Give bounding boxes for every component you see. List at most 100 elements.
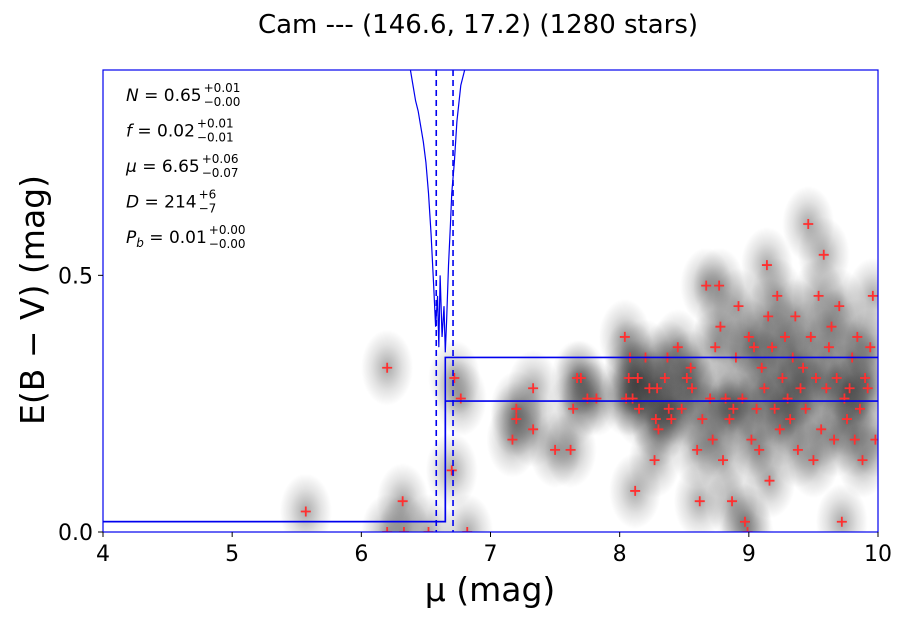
data-point bbox=[767, 342, 778, 353]
fit-parameter-lower: −0.01 bbox=[197, 131, 234, 145]
density-blob bbox=[279, 473, 332, 532]
data-point bbox=[852, 331, 863, 342]
data-point bbox=[777, 373, 788, 383]
x-tick-label: 9 bbox=[742, 542, 756, 567]
data-point bbox=[550, 444, 561, 455]
data-point bbox=[568, 403, 579, 414]
data-point bbox=[803, 219, 814, 229]
data-point bbox=[687, 383, 697, 394]
data-point bbox=[834, 301, 845, 312]
x-tick-label: 5 bbox=[225, 542, 239, 567]
data-point bbox=[423, 527, 434, 532]
data-point bbox=[808, 455, 819, 466]
data-point bbox=[749, 342, 759, 353]
data-point bbox=[816, 424, 827, 435]
data-point bbox=[790, 311, 801, 322]
data-point bbox=[836, 516, 847, 527]
data-point bbox=[862, 383, 873, 394]
data-point bbox=[397, 496, 408, 507]
data-point bbox=[653, 424, 664, 435]
data-point bbox=[507, 434, 518, 445]
fit-parameter: f = 0.02 bbox=[126, 122, 195, 142]
fit-parameter: Pb = 0.01 bbox=[126, 228, 207, 250]
data-point bbox=[685, 362, 696, 373]
data-point bbox=[763, 311, 774, 322]
data-point bbox=[701, 280, 712, 291]
data-point bbox=[715, 321, 726, 332]
fit-parameter: N = 0.65 bbox=[126, 86, 202, 106]
data-point bbox=[619, 331, 630, 342]
y-axis-ticks: 0.0 0.5 bbox=[58, 264, 103, 546]
data-point bbox=[663, 403, 674, 414]
data-point bbox=[805, 331, 816, 342]
data-point bbox=[652, 383, 663, 394]
data-point bbox=[710, 342, 721, 353]
data-point bbox=[743, 331, 754, 342]
y-tick-label: 0.0 bbox=[58, 521, 93, 546]
data-point bbox=[867, 290, 878, 301]
data-point bbox=[565, 444, 576, 455]
data-point bbox=[795, 383, 806, 394]
data-point bbox=[854, 403, 865, 414]
data-point bbox=[870, 434, 878, 445]
data-point bbox=[382, 362, 393, 373]
data-point bbox=[739, 516, 750, 527]
data-point bbox=[785, 414, 796, 425]
x-tick-label: 7 bbox=[484, 542, 498, 567]
fit-parameter: μ = 6.65 bbox=[125, 157, 200, 177]
data-point bbox=[511, 414, 522, 425]
data-point bbox=[818, 249, 829, 260]
data-point bbox=[398, 527, 409, 532]
data-point bbox=[446, 465, 457, 476]
data-point bbox=[728, 403, 739, 414]
data-point bbox=[649, 455, 660, 466]
data-point bbox=[761, 260, 772, 271]
fit-parameter-upper: +6 bbox=[199, 188, 217, 202]
model-lower-bound bbox=[103, 400, 878, 523]
data-point bbox=[300, 506, 311, 517]
data-point bbox=[746, 434, 757, 445]
data-point bbox=[511, 403, 522, 414]
data-point bbox=[733, 301, 744, 312]
probability-curve bbox=[409, 70, 466, 353]
data-point bbox=[754, 444, 765, 455]
fit-parameter-upper: +0.06 bbox=[202, 152, 239, 166]
data-point bbox=[672, 342, 683, 353]
data-point bbox=[632, 373, 643, 383]
density-blob bbox=[846, 257, 878, 334]
data-point bbox=[826, 321, 837, 332]
data-point bbox=[742, 527, 753, 532]
data-point bbox=[769, 403, 780, 414]
data-point bbox=[382, 527, 393, 532]
data-point bbox=[772, 290, 783, 301]
data-point bbox=[724, 414, 735, 425]
step-model bbox=[103, 70, 878, 532]
data-point bbox=[676, 403, 687, 414]
data-point bbox=[714, 280, 725, 291]
scatter-points bbox=[300, 219, 878, 532]
x-tick-label: 8 bbox=[613, 542, 627, 567]
chart-title: Cam --- (146.6, 17.2) (1280 stars) bbox=[258, 10, 698, 40]
fit-parameter: D = 214 bbox=[126, 193, 197, 213]
fit-parameter-lower: −0.07 bbox=[202, 166, 239, 180]
data-point bbox=[800, 403, 811, 414]
data-point bbox=[623, 373, 634, 383]
y-axis-label: E(B − V) (mag) bbox=[13, 175, 52, 425]
data-point bbox=[630, 485, 641, 496]
data-point bbox=[865, 342, 876, 353]
data-point bbox=[694, 496, 705, 507]
density-blob bbox=[849, 401, 878, 478]
data-point bbox=[697, 414, 708, 425]
data-point bbox=[780, 331, 790, 342]
fit-parameter-upper: +0.01 bbox=[197, 117, 234, 131]
data-point bbox=[528, 383, 539, 394]
data-point bbox=[857, 455, 868, 466]
fit-parameter-lower: −0.00 bbox=[209, 237, 246, 251]
data-point bbox=[829, 434, 840, 445]
data-point bbox=[831, 373, 842, 383]
data-point bbox=[751, 403, 762, 414]
data-point bbox=[764, 475, 775, 486]
fit-parameter-upper: +0.00 bbox=[209, 223, 246, 237]
density-blob bbox=[441, 494, 494, 532]
